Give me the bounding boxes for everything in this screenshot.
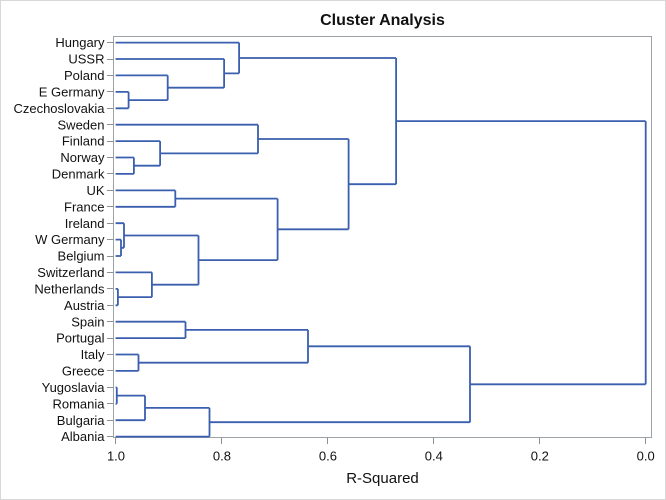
svg-text:E Germany: E Germany — [39, 85, 105, 100]
svg-text:Sweden: Sweden — [58, 117, 105, 132]
svg-text:0.2: 0.2 — [531, 449, 549, 464]
svg-text:0.8: 0.8 — [213, 449, 231, 464]
svg-text:Austria: Austria — [64, 298, 105, 313]
svg-text:Cluster Analysis: Cluster Analysis — [320, 12, 445, 29]
svg-text:Ireland: Ireland — [65, 216, 105, 231]
svg-text:Bulgaria: Bulgaria — [57, 413, 105, 428]
svg-text:0.0: 0.0 — [637, 449, 655, 464]
svg-text:Denmark: Denmark — [52, 167, 105, 182]
svg-text:Belgium: Belgium — [58, 249, 105, 264]
svg-text:Italy: Italy — [81, 347, 105, 362]
svg-text:Switzerland: Switzerland — [37, 265, 104, 280]
svg-text:Albania: Albania — [61, 429, 105, 444]
svg-text:1.0: 1.0 — [107, 449, 125, 464]
svg-text:Yugoslavia: Yugoslavia — [42, 380, 106, 395]
svg-text:Czechoslovakia: Czechoslovakia — [13, 101, 105, 116]
svg-text:Spain: Spain — [71, 314, 104, 329]
svg-text:UK: UK — [86, 183, 104, 198]
svg-text:Netherlands: Netherlands — [34, 282, 105, 297]
svg-text:USSR: USSR — [68, 52, 104, 67]
svg-text:W Germany: W Germany — [35, 232, 105, 247]
svg-text:Poland: Poland — [64, 68, 104, 83]
svg-text:Portugal: Portugal — [56, 331, 105, 346]
svg-text:R-Squared: R-Squared — [346, 470, 419, 487]
svg-text:Hungary: Hungary — [55, 35, 105, 50]
svg-text:Finland: Finland — [62, 134, 105, 149]
svg-text:Greece: Greece — [62, 364, 105, 379]
svg-text:Norway: Norway — [60, 150, 105, 165]
svg-text:France: France — [64, 199, 104, 214]
svg-text:0.4: 0.4 — [425, 449, 443, 464]
svg-text:0.6: 0.6 — [319, 449, 337, 464]
svg-text:Romania: Romania — [52, 396, 105, 411]
